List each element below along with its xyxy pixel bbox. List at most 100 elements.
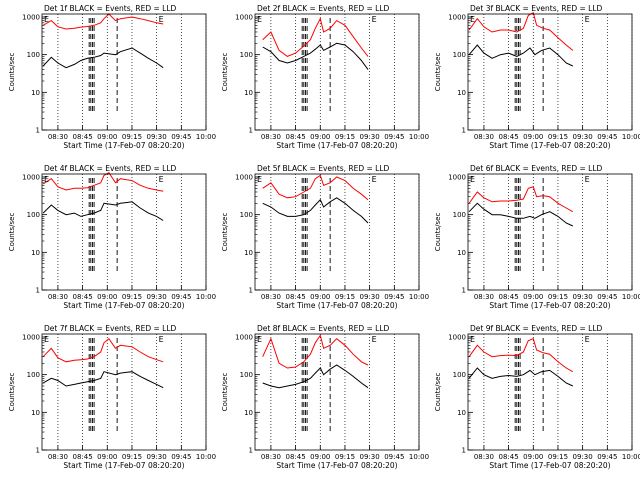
x-tick-label: 08:45 bbox=[285, 453, 305, 461]
y-tick-label: 1 bbox=[36, 287, 40, 295]
x-tick-label: 09:00 bbox=[523, 293, 543, 301]
panel-8: Det 8f BLACK = Events, RED = LLD E E 1 10 100… bbox=[221, 324, 429, 470]
x-tick-label: 08:45 bbox=[72, 453, 92, 461]
y-tick-label: 100 bbox=[240, 371, 253, 379]
plot-frame bbox=[41, 13, 207, 131]
series-events bbox=[468, 367, 574, 387]
x-tick-label: 09:45 bbox=[171, 133, 191, 141]
panel-5: Det 5f BLACK = Events, RED = LLD E E 1 10 100… bbox=[221, 164, 429, 310]
x-tick-label: 09:45 bbox=[171, 293, 191, 301]
annotation-e: E bbox=[44, 15, 49, 24]
y-tick-label: 1 bbox=[249, 287, 253, 295]
x-tick-label: 08:30 bbox=[474, 133, 494, 141]
x-tick-label: 09:15 bbox=[122, 453, 142, 461]
x-tick-label: 08:30 bbox=[48, 453, 68, 461]
x-tick-label: 09:30 bbox=[147, 293, 167, 301]
annotation-e: E bbox=[159, 15, 164, 24]
y-tick-label: 10 bbox=[244, 409, 253, 417]
series-lld bbox=[262, 174, 369, 201]
x-tick-label: 09:00 bbox=[310, 453, 330, 461]
x-axis-label: Start Time (17-Feb-07 08:20:20) bbox=[489, 301, 610, 310]
x-axis-label: Start Time (17-Feb-07 08:20:20) bbox=[63, 141, 184, 150]
series-events bbox=[468, 202, 574, 227]
x-tick-label: 09:45 bbox=[384, 133, 404, 141]
series-lld bbox=[42, 13, 164, 30]
annotation-e: E bbox=[470, 335, 475, 344]
x-tick-label: 09:15 bbox=[335, 453, 355, 461]
x-tick-label: 09:15 bbox=[335, 133, 355, 141]
y-tick-label: 10 bbox=[457, 89, 466, 97]
y-tick-label: 1 bbox=[462, 287, 466, 295]
x-tick-label: 10:00 bbox=[409, 293, 429, 301]
panel-title: Det 4f BLACK = Events, RED = LLD bbox=[44, 164, 177, 173]
y-tick-label: 100 bbox=[453, 371, 466, 379]
panel-4: Det 4f BLACK = Events, RED = LLD E E 1 10 100… bbox=[8, 164, 216, 310]
x-tick-label: 09:45 bbox=[171, 453, 191, 461]
series-events bbox=[262, 42, 369, 70]
x-tick-label: 10:00 bbox=[622, 293, 640, 301]
x-tick-label: 08:45 bbox=[498, 453, 518, 461]
y-tick-label: 10 bbox=[244, 249, 253, 257]
panel-title: Det 7f BLACK = Events, RED = LLD bbox=[44, 324, 177, 333]
x-tick-label: 09:45 bbox=[597, 453, 617, 461]
y-tick-label: 1 bbox=[462, 447, 466, 455]
x-tick-label: 08:45 bbox=[285, 133, 305, 141]
y-axis-label: Counts/sec bbox=[221, 53, 229, 92]
series-lld bbox=[468, 11, 574, 51]
x-axis-label: Start Time (17-Feb-07 08:20:20) bbox=[63, 461, 184, 470]
y-axis-label: Counts/sec bbox=[221, 373, 229, 412]
x-tick-label: 09:30 bbox=[147, 453, 167, 461]
plot-frame bbox=[254, 173, 420, 291]
x-tick-label: 09:45 bbox=[597, 133, 617, 141]
x-tick-label: 08:45 bbox=[498, 293, 518, 301]
series-lld bbox=[42, 172, 164, 192]
annotation-e: E bbox=[585, 15, 590, 24]
x-axis-label: Start Time (17-Feb-07 08:20:20) bbox=[63, 301, 184, 310]
x-tick-label: 09:15 bbox=[548, 133, 568, 141]
x-axis-label: Start Time (17-Feb-07 08:20:20) bbox=[489, 461, 610, 470]
annotation-e: E bbox=[44, 175, 49, 184]
x-tick-label: 08:45 bbox=[72, 133, 92, 141]
y-tick-label: 100 bbox=[27, 371, 40, 379]
x-tick-label: 10:00 bbox=[196, 453, 216, 461]
y-tick-label: 10 bbox=[457, 249, 466, 257]
x-tick-label: 09:45 bbox=[384, 453, 404, 461]
y-axis-label: Counts/sec bbox=[8, 373, 16, 412]
plot-frame bbox=[254, 13, 420, 131]
panel-3: Det 3f BLACK = Events, RED = LLD E E 1 10 100… bbox=[434, 4, 640, 150]
x-tick-label: 10:00 bbox=[196, 293, 216, 301]
plot-frame bbox=[467, 333, 633, 451]
y-tick-label: 1000 bbox=[235, 333, 253, 341]
plot-frame bbox=[41, 173, 207, 291]
x-axis-label: Start Time (17-Feb-07 08:20:20) bbox=[276, 141, 397, 150]
y-axis-label: Counts/sec bbox=[434, 213, 442, 252]
panel-6: Det 6f BLACK = Events, RED = LLD E E 1 10 100… bbox=[434, 164, 640, 310]
series-events bbox=[262, 197, 369, 224]
series-events bbox=[42, 47, 164, 69]
plot-frame bbox=[467, 13, 633, 131]
panel-title: Det 9f BLACK = Events, RED = LLD bbox=[470, 324, 603, 333]
y-tick-label: 1000 bbox=[235, 13, 253, 21]
panel-title: Det 8f BLACK = Events, RED = LLD bbox=[257, 324, 390, 333]
y-tick-label: 10 bbox=[31, 89, 40, 97]
series-events bbox=[42, 371, 164, 389]
y-axis-label: Counts/sec bbox=[8, 53, 16, 92]
y-axis-label: Counts/sec bbox=[8, 213, 16, 252]
x-tick-label: 10:00 bbox=[622, 453, 640, 461]
y-tick-label: 1 bbox=[249, 447, 253, 455]
annotation-e: E bbox=[44, 335, 49, 344]
x-tick-label: 09:00 bbox=[97, 453, 117, 461]
x-tick-label: 09:30 bbox=[573, 133, 593, 141]
y-tick-label: 1 bbox=[36, 447, 40, 455]
panel-title: Det 1f BLACK = Events, RED = LLD bbox=[44, 4, 177, 13]
x-tick-label: 09:15 bbox=[122, 293, 142, 301]
panel-9: Det 9f BLACK = Events, RED = LLD E E 1 10 100… bbox=[434, 324, 640, 470]
y-tick-label: 1 bbox=[249, 127, 253, 135]
panel-title: Det 2f BLACK = Events, RED = LLD bbox=[257, 4, 390, 13]
plot-frame bbox=[254, 333, 420, 451]
x-tick-label: 08:45 bbox=[498, 133, 518, 141]
y-tick-label: 10 bbox=[457, 409, 466, 417]
annotation-e: E bbox=[470, 175, 475, 184]
x-tick-label: 09:00 bbox=[523, 133, 543, 141]
x-tick-label: 09:30 bbox=[360, 293, 380, 301]
